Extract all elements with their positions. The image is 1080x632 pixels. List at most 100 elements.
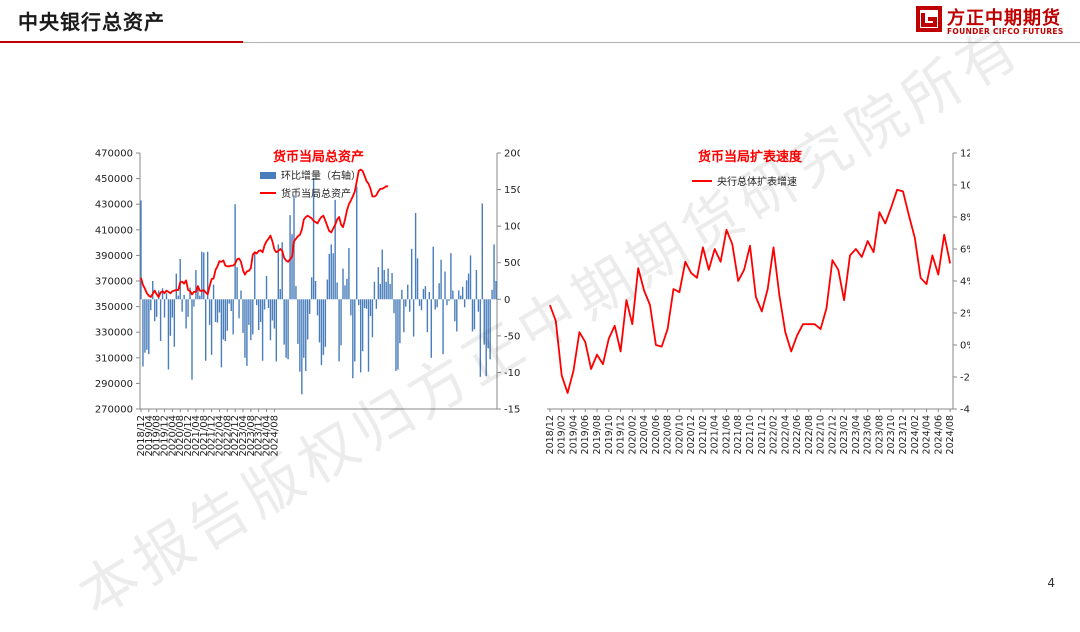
bar xyxy=(232,299,234,335)
y-tick-label: 12% xyxy=(960,149,970,160)
bar xyxy=(220,299,223,368)
bar xyxy=(152,281,154,300)
bar xyxy=(273,299,276,329)
bar xyxy=(205,299,207,361)
legend-bar-label: 环比增量（右轴） xyxy=(281,169,361,182)
bar xyxy=(354,299,356,362)
bar xyxy=(391,272,393,300)
x-tick-label: 2024/08 xyxy=(269,415,280,457)
x-tick-label: 2019/08 xyxy=(592,415,603,454)
left-y-tick-label: 450000 xyxy=(95,174,133,185)
bar xyxy=(383,270,385,300)
bar xyxy=(344,285,346,300)
bar xyxy=(146,299,148,350)
y-tick-label: -2% xyxy=(960,373,970,384)
bar xyxy=(271,299,274,321)
bar xyxy=(263,299,266,310)
bar xyxy=(326,279,329,300)
right-y-tick-label: -15000 xyxy=(504,405,520,416)
bar xyxy=(407,284,409,300)
bar xyxy=(467,273,470,300)
x-tick-label: 2023/02 xyxy=(839,415,850,454)
bar xyxy=(475,270,478,300)
x-tick-label: 2021/06 xyxy=(721,415,732,454)
x-tick-label: 2021/02 xyxy=(698,415,709,454)
bar xyxy=(148,299,150,355)
bar xyxy=(212,284,215,300)
bar xyxy=(242,299,244,333)
bar xyxy=(301,299,303,395)
left-y-tick-label: 350000 xyxy=(95,302,133,313)
bar xyxy=(375,299,378,309)
bar xyxy=(365,299,368,309)
bar xyxy=(424,286,427,300)
bar xyxy=(381,249,383,300)
bar xyxy=(338,299,340,362)
bar xyxy=(458,290,460,300)
bar xyxy=(322,299,325,355)
right-y-tick-label: 0 xyxy=(504,295,510,306)
x-tick-label: 2020/04 xyxy=(167,415,178,457)
bar xyxy=(463,299,466,308)
bar xyxy=(163,299,166,318)
bar xyxy=(193,299,195,307)
x-tick-label: 2022/08 xyxy=(222,415,233,457)
bar xyxy=(246,299,248,366)
bar xyxy=(481,203,483,300)
legend-bar-swatch xyxy=(260,172,276,179)
right-y-tick-label: -10000 xyxy=(504,368,520,379)
left-y-tick-label: 370000 xyxy=(95,277,133,288)
x-tick-label: 2022/12 xyxy=(827,415,838,454)
bar xyxy=(291,234,293,300)
left-y-tick-label: 310000 xyxy=(95,353,133,364)
chart-title: 货币当局总资产 xyxy=(273,149,364,165)
bar xyxy=(307,299,309,340)
bar xyxy=(297,299,299,344)
company-logo: 方正中期期货 FOUNDER CIFCO FUTURES xyxy=(916,4,1066,38)
x-tick-label: 2022/10 xyxy=(816,415,827,454)
bar xyxy=(438,283,440,300)
legend-line-label: 央行总体扩表增速 xyxy=(717,175,797,188)
bar xyxy=(214,299,217,322)
x-tick-label: 2020/12 xyxy=(686,415,697,454)
left-y-tick-label: 330000 xyxy=(95,328,133,339)
bar xyxy=(224,299,227,341)
bar xyxy=(420,299,423,311)
bar xyxy=(230,299,232,311)
bar xyxy=(226,299,228,331)
bar xyxy=(399,299,401,344)
bar xyxy=(312,178,315,300)
bar xyxy=(332,253,334,300)
bar xyxy=(469,255,472,300)
x-tick-label: 2019/12 xyxy=(160,415,171,457)
bar xyxy=(144,299,146,353)
bar xyxy=(346,278,348,300)
bar xyxy=(277,244,279,300)
left-y-tick-label: 390000 xyxy=(95,251,133,262)
bar xyxy=(201,251,203,300)
bar xyxy=(183,294,185,300)
x-tick-label: 2021/04 xyxy=(191,415,202,457)
bar xyxy=(397,299,399,370)
bar xyxy=(175,273,177,300)
bar xyxy=(218,299,221,313)
bar xyxy=(295,286,297,300)
bar xyxy=(285,299,287,358)
bar xyxy=(222,299,225,340)
bar xyxy=(208,299,211,325)
bar xyxy=(418,299,421,306)
y-tick-label: 6% xyxy=(960,245,970,256)
bar xyxy=(234,204,236,300)
page-number: 4 xyxy=(1047,576,1055,590)
y-tick-label: 2% xyxy=(960,309,970,320)
bar xyxy=(440,259,442,300)
x-tick-label: 2019/10 xyxy=(604,415,615,454)
bar xyxy=(195,270,197,300)
bar xyxy=(283,299,285,345)
bar xyxy=(165,293,168,300)
bar xyxy=(150,299,152,311)
right-y-tick-label: 10000 xyxy=(504,222,520,233)
x-tick-label: 2018/12 xyxy=(136,415,147,457)
x-tick-label: 2023/06 xyxy=(863,415,874,454)
logo-mark-icon xyxy=(916,6,942,32)
